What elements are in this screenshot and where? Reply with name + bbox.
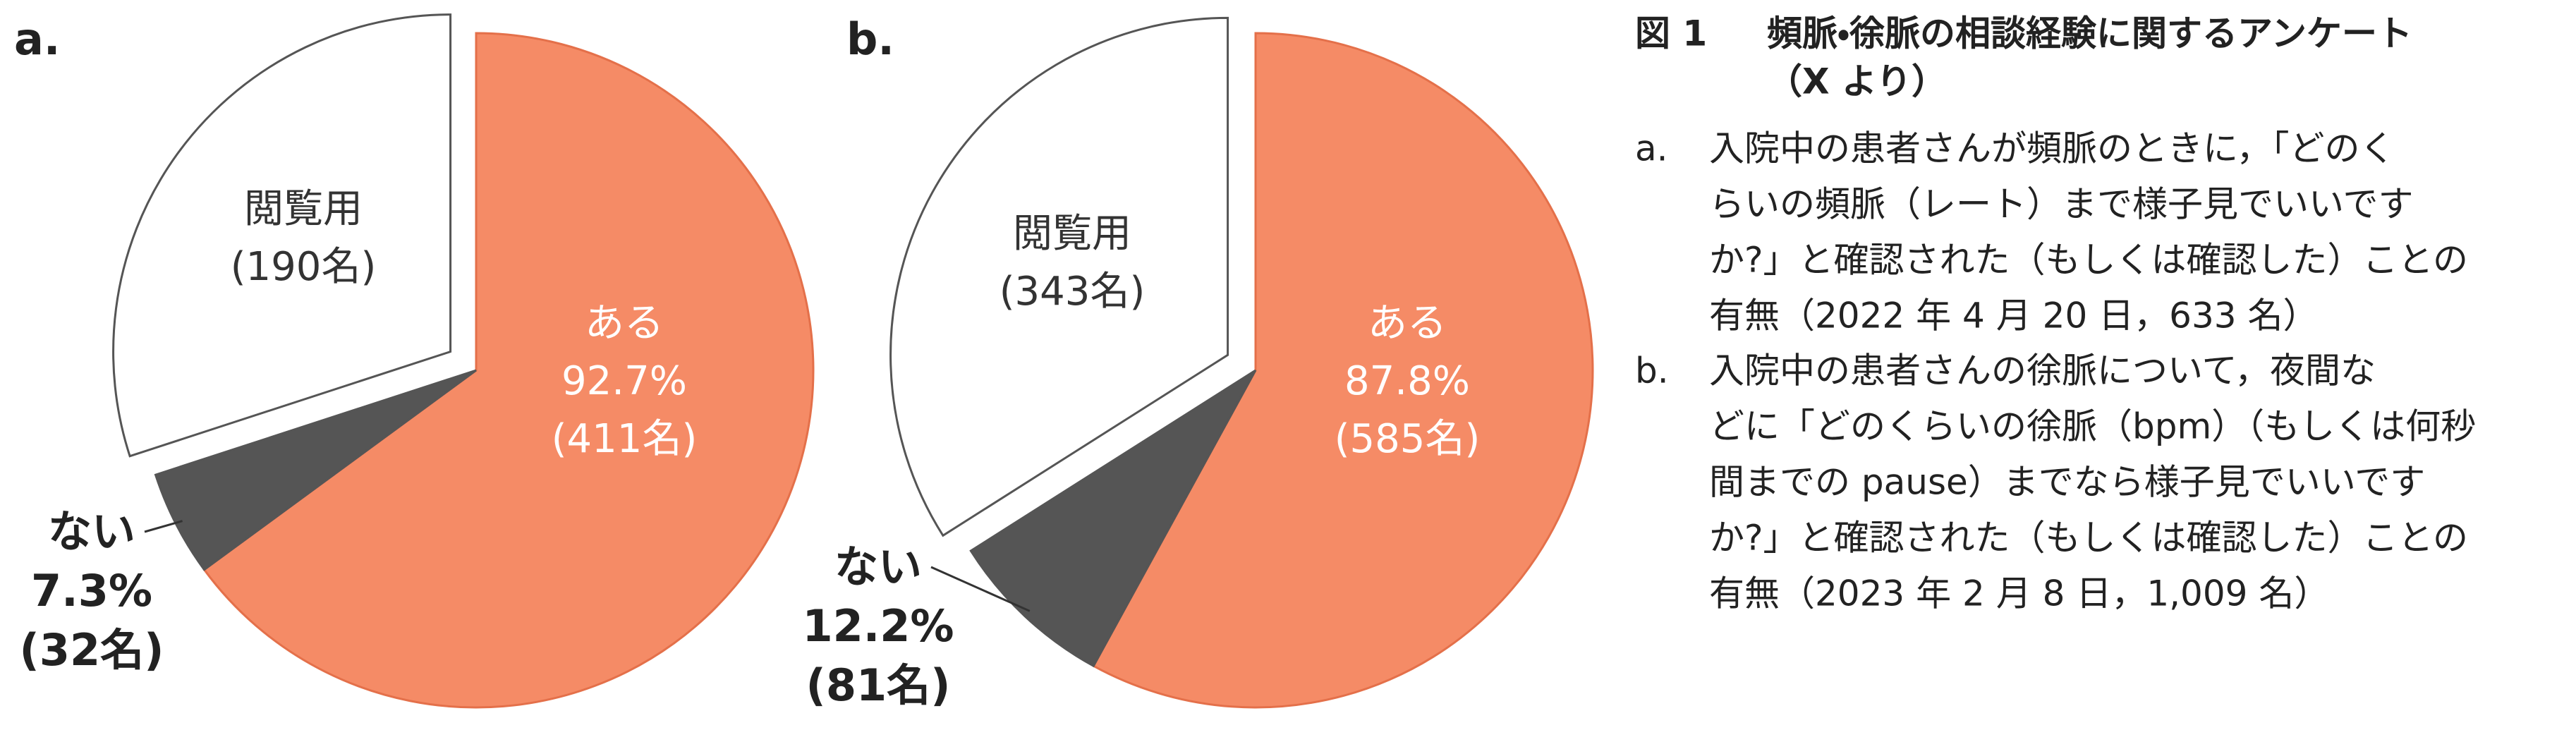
value-label: (190名) xyxy=(231,244,377,290)
pie-slice xyxy=(112,13,452,458)
item-line: どに「どのくらいの徐脈（bpm）（もしくは何秒 xyxy=(1709,406,2476,447)
pie-slice xyxy=(1092,32,1594,709)
panel-label: b. xyxy=(846,13,894,65)
caption-title: 頻脈・徐脈の相談経験に関するアンケート xyxy=(1767,13,2412,54)
percent-label: 7.3% xyxy=(31,565,152,616)
leader-line xyxy=(930,566,1031,612)
item-marker: b. xyxy=(1635,351,1669,391)
item-line: 入院中の患者さんの徐脈について，夜間な xyxy=(1709,351,2376,391)
figure-label: 図 1 xyxy=(1635,13,1707,54)
slice-name: ない xyxy=(834,541,922,592)
value-label: (32名) xyxy=(20,624,164,676)
item-line: 間までの pause）までなら様子見でいいです xyxy=(1709,462,2425,503)
percent-label: 92.7% xyxy=(561,358,687,404)
pie-slice xyxy=(202,32,815,709)
slice-name: ない xyxy=(48,506,135,557)
pie-slice xyxy=(889,16,1229,537)
slice-name: 閲覧用 xyxy=(1013,211,1131,257)
slice-name: ある xyxy=(585,300,664,346)
value-label: (343名) xyxy=(1000,269,1146,315)
pie-slice xyxy=(154,369,477,571)
item-line: らいの頻脈（レート）まで様子見でいいです xyxy=(1709,184,2414,225)
item-line: か?」と確認された（もしくは確認した）ことの xyxy=(1709,240,2468,281)
slice-name: 閲覧用 xyxy=(244,186,363,232)
item-line: 有無（2022 年 4 月 20 日，633 名） xyxy=(1709,296,2318,336)
percent-label: 87.8% xyxy=(1344,358,1470,404)
value-label: (411名) xyxy=(552,416,698,462)
panel-label: a. xyxy=(14,13,60,65)
value-label: (81名) xyxy=(806,659,951,711)
item-marker: a. xyxy=(1635,128,1668,169)
value-label: (585名) xyxy=(1335,416,1481,462)
slice-name: ある xyxy=(1368,300,1447,346)
percent-label: 12.2% xyxy=(802,600,954,652)
pie-slice xyxy=(969,369,1257,668)
item-line: か?」と確認された（もしくは確認した）ことの xyxy=(1709,518,2468,559)
item-line: 入院中の患者さんが頻脈のときに，「どのく xyxy=(1709,128,2395,169)
leader-line xyxy=(144,520,183,533)
caption-title: （X より） xyxy=(1767,61,1947,102)
item-line: 有無（2023 年 2 月 8 日，1,009 名） xyxy=(1709,573,2329,614)
